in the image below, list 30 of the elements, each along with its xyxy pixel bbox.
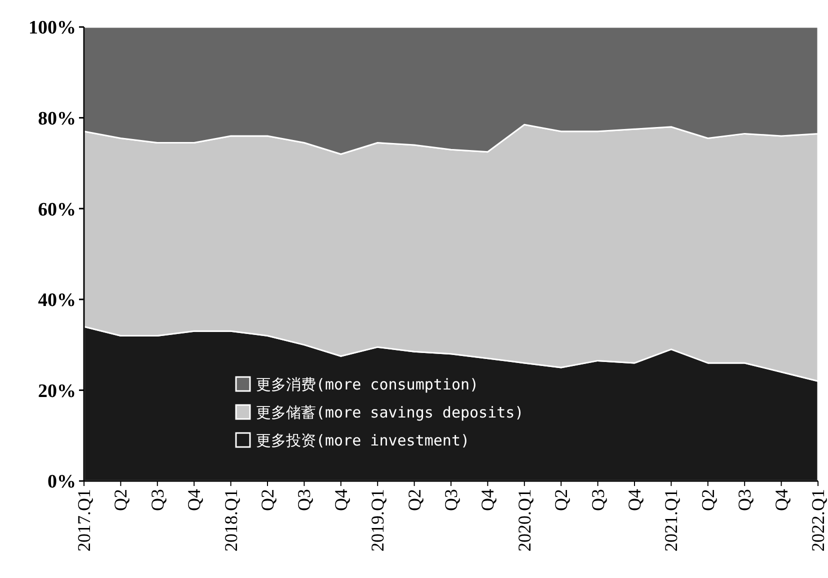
x-tick-label: Q3 (588, 489, 608, 511)
x-tick-label: Q3 (294, 489, 314, 511)
x-tick-label: Q4 (478, 489, 498, 511)
x-tick-label: Q2 (110, 489, 131, 511)
x-tick-label: Q3 (441, 489, 461, 511)
x-tick-label: 2020.Q1 (514, 489, 534, 552)
legend-label: 更多储蓄(more savings deposits) (256, 403, 524, 422)
y-tick-label: 60% (38, 199, 76, 220)
x-tick-label: Q2 (258, 489, 278, 511)
x-tick-label: Q2 (551, 489, 572, 511)
x-tick-label: Q3 (147, 489, 168, 511)
legend-label: 更多投资(more investment) (256, 431, 470, 450)
legend-label: 更多消费(more consumption) (256, 375, 479, 394)
x-tick-label: Q4 (771, 489, 792, 511)
x-tick-label: Q4 (624, 489, 644, 511)
x-tick-label: Q3 (734, 489, 755, 511)
y-tick-label: 80% (38, 108, 76, 130)
x-tick-label: Q4 (330, 489, 351, 511)
y-tick-label: 0% (48, 472, 76, 493)
x-tick-label: 2019.Q1 (368, 489, 388, 552)
x-tick-label: 2017.Q1 (74, 489, 94, 552)
x-tick-label: 2021.Q1 (661, 489, 682, 552)
y-tick-label: 40% (38, 290, 76, 312)
x-tick-label: Q2 (698, 489, 718, 511)
y-tick-label: 100% (28, 18, 76, 39)
x-tick-label: Q4 (184, 489, 204, 511)
x-tick-label: Q2 (404, 489, 424, 511)
x-tick-label: 2018.Q1 (220, 489, 241, 552)
y-tick-label: 20% (38, 380, 76, 402)
x-tick-label: 2022.Q1 (808, 489, 828, 552)
